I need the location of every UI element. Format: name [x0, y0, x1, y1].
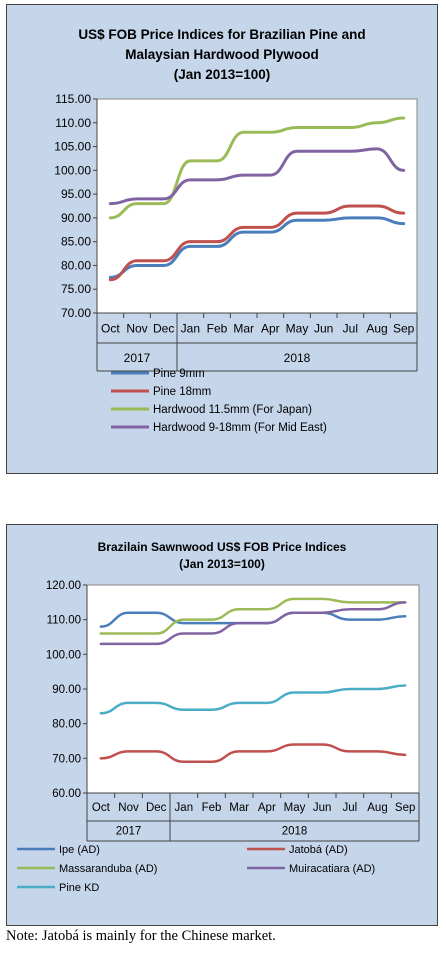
chart-title-line-2: Malaysian Hardwood Plywood: [125, 47, 319, 62]
y-tick-label: 85.00: [61, 235, 91, 249]
legend-label: Muiracatiara (AD): [289, 863, 375, 875]
footnote: Note: Jatobá is mainly for the Chinese m…: [6, 928, 276, 944]
y-tick-label: 115.00: [55, 92, 91, 106]
x-tick-label: Jul: [343, 322, 358, 336]
chart-title-line-1: US$ FOB Price Indices for Brazilian Pine…: [78, 27, 366, 42]
legend-label: Ipe (AD): [59, 844, 100, 856]
sawnwood-chart-panel: Brazilain Sawnwood US$ FOB Price Indices…: [6, 524, 438, 926]
y-tick-label: 90.00: [52, 684, 81, 696]
year-label: 2017: [124, 351, 151, 365]
x-tick-label: Apr: [258, 802, 276, 814]
y-tick-label: 110.00: [47, 615, 81, 627]
series-line-5: [99, 684, 407, 715]
x-tick-label: Nov: [118, 802, 139, 814]
series-line-4: [99, 601, 407, 646]
x-tick-label: Jun: [313, 802, 332, 814]
y-tick-label: 80.00: [52, 719, 81, 731]
x-tick-label: Mar: [229, 802, 249, 814]
x-tick-label: Sep: [393, 322, 415, 336]
y-tick-label: 60.00: [52, 788, 81, 800]
year-label: 2018: [282, 826, 308, 838]
year-label: 2018: [284, 351, 311, 365]
x-tick-label: Jan: [175, 802, 194, 814]
y-tick-label: 70.00: [61, 306, 91, 320]
x-tick-label: Feb: [207, 322, 228, 336]
chart-title: US$ FOB Price Indices for Brazilian Pine…: [7, 25, 437, 85]
chart-title: Brazilain Sawnwood US$ FOB Price Indices…: [7, 539, 437, 573]
series-line-4: [108, 147, 406, 206]
series-line-2: [108, 204, 406, 282]
y-tick-label: 100.00: [46, 649, 81, 661]
y-tick-label: 90.00: [61, 211, 91, 225]
sawnwood-chart-svg: 120.00 110.00 100.00 90.00 80.00 70.00 60.00 Oc…: [17, 580, 420, 894]
x-tick-label: Dec: [153, 322, 174, 336]
y-tick-label: 70.00: [52, 753, 81, 765]
series-line-3: [108, 116, 406, 220]
y-tick-label: 75.00: [61, 282, 91, 296]
y-tick-label: 105.00: [54, 140, 91, 154]
x-tick-label: Mar: [233, 322, 254, 336]
chart-title-line-3: (Jan 2013=100): [173, 67, 271, 82]
year-label: 2017: [116, 826, 142, 838]
y-tick-label: 110.00: [55, 116, 91, 130]
x-tick-label: Jul: [342, 802, 357, 814]
x-tick-label: Dec: [146, 802, 167, 814]
chart-title-line-1: Brazilain Sawnwood US$ FOB Price Indices: [97, 540, 347, 554]
x-tick-label: May: [284, 802, 306, 814]
y-tick-label: 80.00: [61, 258, 91, 272]
x-tick-label: Aug: [367, 802, 387, 814]
x-tick-label: Jun: [314, 322, 333, 336]
x-tick-label: May: [286, 322, 309, 336]
legend-label: Pine KD: [59, 882, 99, 894]
plywood-chart-panel: US$ FOB Price Indices for Brazilian Pine…: [6, 4, 438, 474]
plywood-chart-svg: 115.00 110.00 105.00 100.00 95.00 90.00 85.00 8…: [54, 92, 418, 434]
x-tick-label: Jan: [181, 322, 200, 336]
x-tick-label: Feb: [202, 802, 222, 814]
y-tick-label: 120.00: [46, 580, 81, 592]
legend-label: Massaranduba (AD): [59, 863, 157, 875]
series-line-2: [99, 743, 407, 764]
x-tick-label: Oct: [101, 322, 120, 336]
x-tick-label: Apr: [261, 322, 280, 336]
y-tick-label: 100.00: [54, 163, 91, 177]
legend-label: Pine 9mm: [153, 368, 205, 380]
x-tick-label: Oct: [92, 802, 111, 814]
x-tick-label: Nov: [126, 322, 147, 336]
legend-label: Jatobá (AD): [289, 844, 348, 856]
series-line-3: [99, 597, 407, 635]
legend-label: Hardwood 9-18mm (For Mid East): [153, 422, 327, 434]
x-tick-label: Aug: [366, 322, 387, 336]
series-line-1: [108, 216, 406, 279]
chart-title-line-2: (Jan 2013=100): [179, 557, 265, 571]
x-tick-label: Sep: [395, 802, 415, 814]
y-tick-label: 95.00: [61, 187, 91, 201]
legend-label: Hardwood 11.5mm (For Japan): [153, 404, 312, 416]
legend-label: Pine 18mm: [153, 386, 211, 398]
